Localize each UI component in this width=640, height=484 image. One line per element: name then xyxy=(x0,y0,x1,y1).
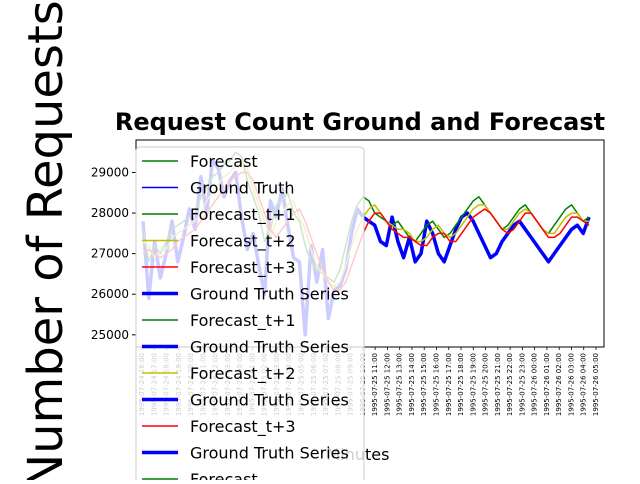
legend-label: Forecast_t+1 xyxy=(190,205,296,225)
y-axis-ticks: 25000 26000 27000 28000 29000 xyxy=(91,165,136,342)
x-tick-label: 1995-07-25 11:00 xyxy=(371,353,379,416)
x-tick-label: 1995-07-25 20:00 xyxy=(482,353,490,416)
y-tick-label: 29000 xyxy=(91,165,129,179)
x-tick-label: 1995-07-26 00:00 xyxy=(531,353,539,416)
legend-label: Ground Truth Series xyxy=(190,444,349,463)
x-tick-label: 1995-07-26 05:00 xyxy=(592,353,600,416)
y-axis-label: Number of Requests xyxy=(18,0,74,480)
legend-label: Forecast xyxy=(190,470,258,480)
y-tick-label: 26000 xyxy=(91,287,129,301)
x-tick-label: 1995-07-25 18:00 xyxy=(457,353,465,416)
legend-label: Forecast_t+1 xyxy=(190,311,296,331)
x-tick-label: 1995-07-25 14:00 xyxy=(408,353,416,416)
legend-box xyxy=(135,146,365,484)
x-tick-label: 1995-07-25 12:00 xyxy=(383,353,391,416)
legend-label: Forecast_t+3 xyxy=(190,417,296,437)
legend-label: Forecast_t+3 xyxy=(190,258,296,278)
y-tick-label: 25000 xyxy=(91,328,129,342)
legend-label: Forecast xyxy=(190,152,258,171)
x-tick-label: 1995-07-25 17:00 xyxy=(445,353,453,416)
legend: Forecast Ground Truth Forecast_t+1 Forecast… xyxy=(135,146,365,484)
legend-label: Ground Truth Series xyxy=(190,391,349,410)
x-tick-label: 1995-07-25 13:00 xyxy=(396,353,404,416)
legend-label: Ground Truth xyxy=(190,179,295,198)
x-tick-label: 1995-07-25 23:00 xyxy=(518,353,526,416)
y-tick-label: 27000 xyxy=(91,247,129,261)
x-tick-label: 1995-07-25 22:00 xyxy=(506,353,514,416)
x-tick-label: 1995-07-26 01:00 xyxy=(543,353,551,416)
chart-title: Request Count Ground and Forecast xyxy=(115,108,605,136)
x-tick-label: 1995-07-25 16:00 xyxy=(432,353,440,416)
legend-label: Forecast_t+2 xyxy=(190,364,296,384)
y-tick-label: 28000 xyxy=(91,206,129,220)
x-tick-label: 1995-07-26 02:00 xyxy=(555,353,563,416)
x-tick-label: 1995-07-25 21:00 xyxy=(494,353,502,416)
x-tick-label: 1995-07-26 03:00 xyxy=(567,353,575,416)
x-tick-label: 1995-07-26 04:00 xyxy=(580,353,588,416)
x-tick-label: 1995-07-25 15:00 xyxy=(420,353,428,416)
legend-label: Ground Truth Series xyxy=(190,285,349,304)
legend-label: Ground Truth Series xyxy=(190,338,349,357)
x-tick-label: 1995-07-25 19:00 xyxy=(469,353,477,416)
legend-label: Forecast_t+2 xyxy=(190,232,296,252)
